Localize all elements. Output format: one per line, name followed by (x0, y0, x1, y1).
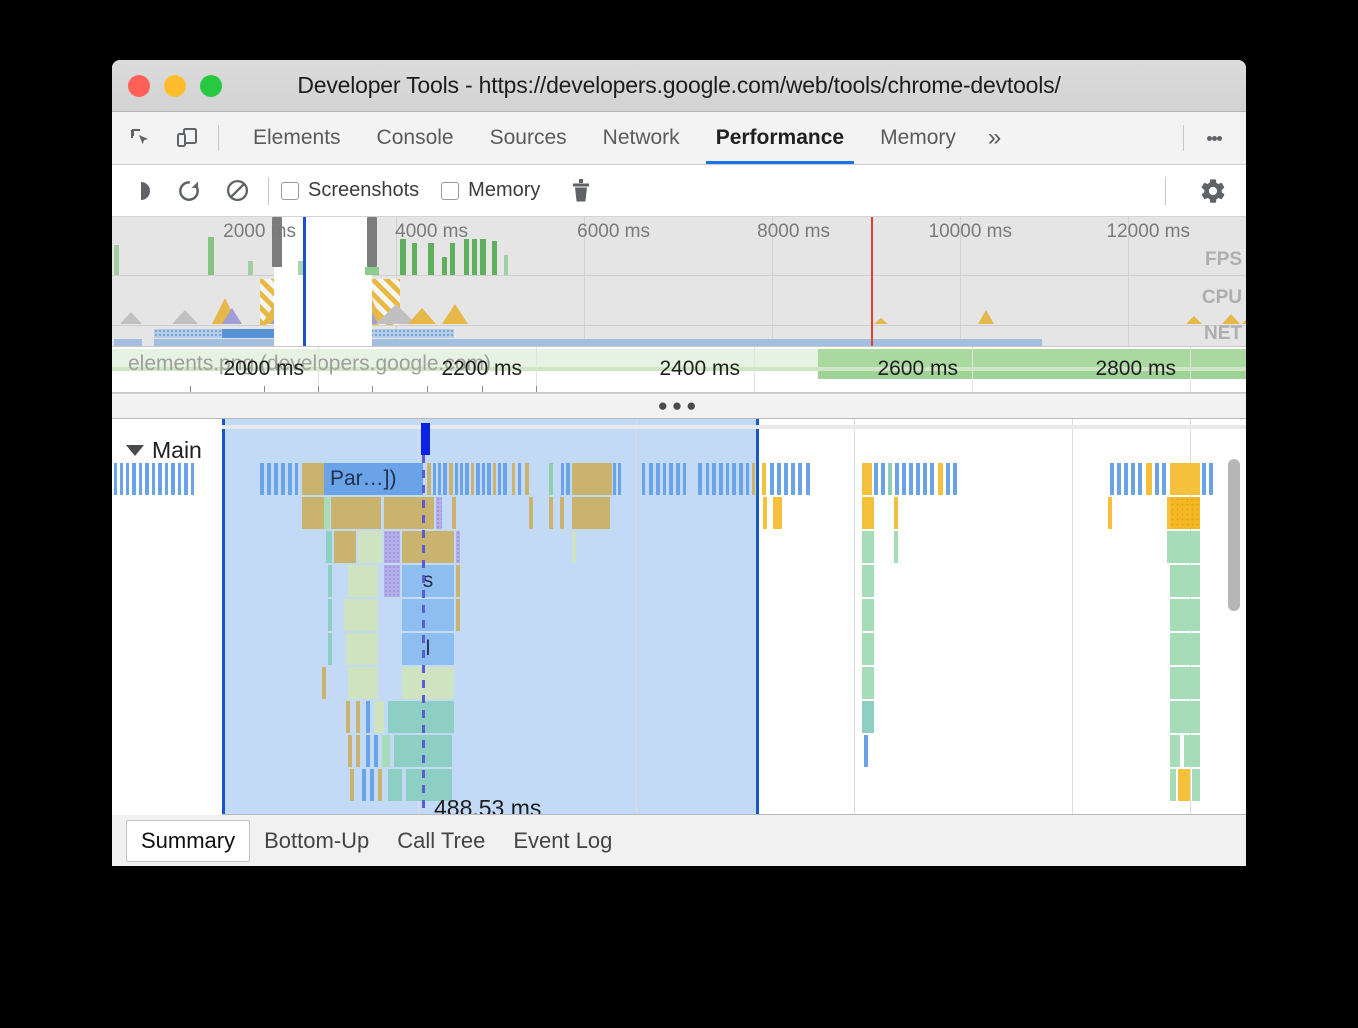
collect-garbage-icon[interactable] (562, 172, 600, 210)
flame-row-3[interactable] (112, 531, 1246, 563)
flame-gutter-slices (112, 463, 222, 495)
memory-checkbox-box[interactable] (441, 181, 460, 200)
performance-toolbar: Screenshots Memory (112, 165, 1246, 217)
inspect-element-icon[interactable] (124, 121, 158, 155)
load-event-marker (871, 217, 873, 346)
screenshots-label: Screenshots (308, 179, 420, 201)
window-title: Developer Tools - https://developers.goo… (297, 72, 1061, 98)
flame-row-6[interactable]: l (112, 633, 1246, 665)
record-button[interactable] (122, 172, 160, 210)
window-titlebar: Developer Tools - https://developers.goo… (112, 60, 1246, 112)
ruler-tick-1: 2200 ms (441, 357, 522, 380)
overview-left-handle[interactable] (272, 217, 282, 267)
ruler-tick-0: 2000 ms (223, 357, 304, 380)
network-request-label: elements.png (developers.google.com) (128, 352, 492, 375)
minimize-window-button[interactable] (164, 74, 186, 97)
flame-row-9[interactable] (112, 735, 1246, 767)
device-toolbar-icon[interactable] (170, 121, 204, 155)
overview-dim-right (372, 217, 1246, 346)
timeline-ruler: 2000 ms 2200 ms 2400 ms 2600 ms 2800 ms (112, 347, 1246, 392)
flame-chart[interactable]: Par…]) (112, 419, 1246, 815)
tab-event-log[interactable]: Event Log (513, 827, 613, 853)
measurement-duration-label: 488.53 ms (434, 795, 542, 815)
kebab-menu-icon[interactable] (1194, 118, 1234, 158)
collapse-triangle-icon[interactable] (126, 445, 144, 456)
toolbar-right-group (1165, 172, 1246, 210)
flame-row-4[interactable]: s (112, 565, 1246, 597)
flame-group-main-label: Main (152, 437, 202, 463)
flame-row-2[interactable] (112, 497, 1246, 529)
tab-network[interactable]: Network (602, 126, 680, 149)
overview-selection-window[interactable] (274, 217, 372, 346)
ruler-tick-2: 2400 ms (659, 357, 740, 380)
tab-bottom-up[interactable]: Bottom-Up (264, 827, 370, 853)
details-tabbar: Summary Bottom-Up Call Tree Event Log (112, 814, 1246, 866)
ruler-tick-3: 2600 ms (877, 357, 958, 380)
overview-cursor-marker-overlay (303, 217, 306, 346)
tab-sources[interactable]: Sources (489, 126, 567, 149)
overview-right-handle[interactable] (367, 217, 377, 267)
overview-dim-left (112, 217, 274, 346)
overview-tick-1: 4000 ms (395, 221, 468, 242)
flame-frame-label-s: s (422, 569, 434, 592)
close-window-button[interactable] (128, 74, 150, 97)
flame-row-5[interactable] (112, 599, 1246, 631)
timeline-overview[interactable]: 2000 ms 4000 ms 6000 ms 8000 ms 10000 ms… (112, 217, 1246, 347)
toolbar-divider-3 (1165, 176, 1166, 205)
memory-checkbox[interactable]: Memory (441, 179, 540, 202)
zoom-window-button[interactable] (200, 74, 222, 97)
flame-frame-label-l: l (425, 637, 431, 660)
network-strip[interactable]: elements.png (developers.google.com) 200… (112, 347, 1246, 393)
reload-and-profile-button[interactable] (170, 172, 208, 210)
flame-group-main[interactable]: Main (126, 437, 202, 464)
expand-details-handle[interactable]: ●●● (112, 393, 1246, 419)
gear-icon[interactable] (1194, 172, 1232, 210)
tab-elements[interactable]: Elements (253, 126, 341, 149)
tab-memory[interactable]: Memory (880, 126, 956, 149)
panel-tabs: Elements Console Sources Network Perform… (235, 112, 1015, 164)
tab-performance[interactable]: Performance (698, 112, 862, 164)
tabstrip-right-group (1169, 118, 1246, 158)
more-tabs-chevron-icon[interactable]: » (987, 124, 1002, 151)
flame-row-8[interactable] (112, 701, 1246, 733)
flame-frame-label-parse: Par…]) (330, 467, 397, 490)
tab-console[interactable]: Console (376, 126, 454, 149)
overview-lane-fps: FPS (1205, 249, 1242, 270)
screenshots-checkbox[interactable]: Screenshots (281, 179, 419, 202)
memory-label: Memory (468, 179, 541, 201)
tab-call-tree[interactable]: Call Tree (397, 827, 486, 853)
overview-tick-2: 6000 ms (577, 221, 650, 242)
screenshots-checkbox-box[interactable] (281, 181, 299, 200)
overview-tick-3: 8000 ms (757, 221, 830, 242)
overview-tick-0: 2000 ms (223, 221, 296, 242)
ruler-tick-4: 2800 ms (1095, 357, 1176, 380)
traffic-lights (128, 74, 222, 97)
flame-row-10[interactable] (112, 769, 1246, 801)
flame-row-7[interactable] (112, 667, 1246, 699)
devtools-tabstrip: Elements Console Sources Network Perform… (112, 112, 1246, 165)
measurement-handle[interactable] (421, 423, 430, 455)
clear-recording-button[interactable] (218, 172, 256, 210)
flame-row-1[interactable]: Par…]) (112, 463, 1246, 495)
overview-lane-net: NET (1204, 323, 1242, 344)
overview-tick-5: 12000 ms (1106, 221, 1190, 242)
tabstrip-divider (1183, 125, 1184, 151)
toolbar-divider (218, 125, 219, 151)
overview-tick-4: 10000 ms (928, 221, 1012, 242)
tab-summary[interactable]: Summary (126, 819, 251, 862)
measurement-line (422, 455, 425, 815)
toolbar-divider-2 (268, 176, 269, 205)
overview-lane-cpu: CPU (1201, 287, 1242, 308)
flame-vertical-scrollbar[interactable] (1228, 459, 1240, 611)
devtools-window: Developer Tools - https://developers.goo… (112, 60, 1246, 866)
